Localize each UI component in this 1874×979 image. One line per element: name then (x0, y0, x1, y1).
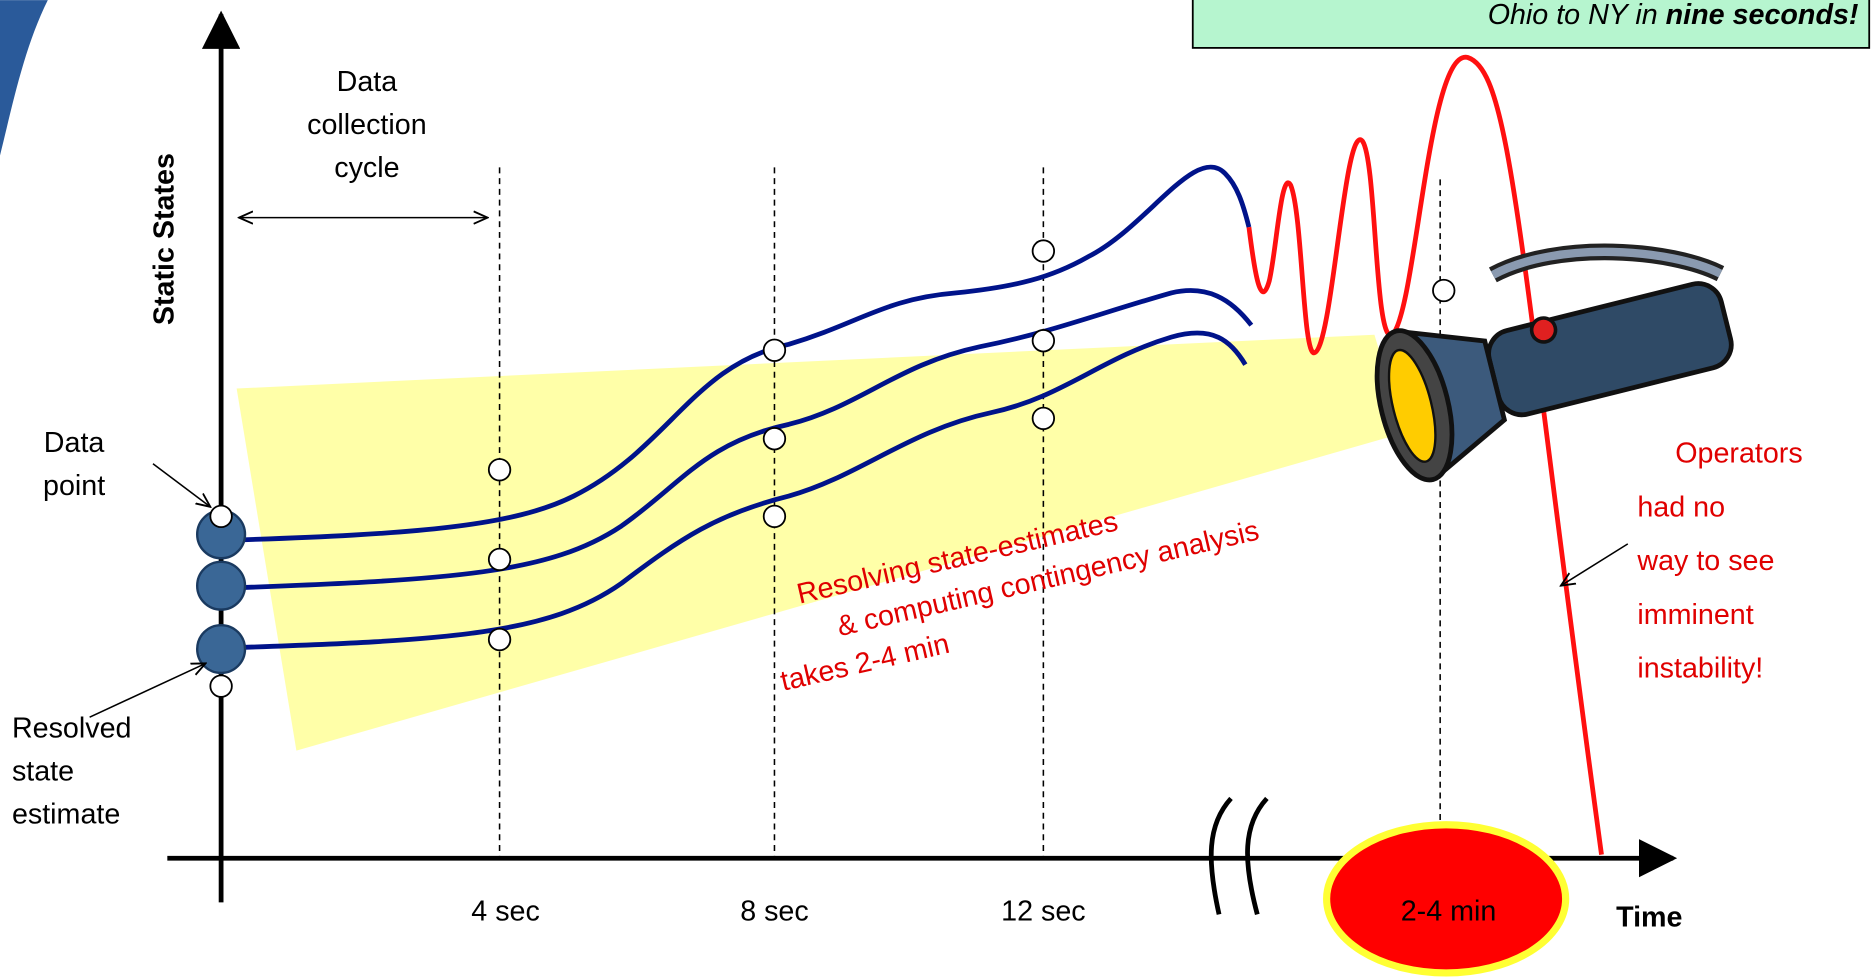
tick-label: 4 sec (471, 895, 540, 927)
flashlight (1374, 243, 1734, 483)
light-beam (236, 334, 1405, 751)
operators-label: instability! (1637, 653, 1763, 685)
sample-point (1031, 239, 1056, 263)
callout-emphasis: nine seconds! (1666, 0, 1859, 31)
sample-point (209, 674, 233, 698)
resolved-label: Resolved (12, 712, 132, 744)
callout-box (1191, 0, 1871, 49)
tick-label: 12 sec (1001, 895, 1085, 927)
sample-point (209, 504, 233, 529)
operators-label: way to see (1636, 545, 1774, 577)
sample-point (762, 427, 787, 451)
resolved-label: state (12, 756, 74, 788)
button (1529, 316, 1558, 344)
lens (1387, 348, 1437, 463)
time-highlight (1323, 821, 1570, 977)
sample-point (1432, 278, 1456, 303)
corner-swoosh (0, 0, 48, 156)
data-point-dot (196, 560, 247, 611)
tick-label: 8 sec (740, 895, 809, 927)
state-curve (227, 164, 1252, 543)
cycle-label: cycle (334, 152, 399, 184)
callout-text: Ohio to NY in (1488, 0, 1658, 31)
tick-label: 2-4 min (1401, 895, 1497, 927)
operators-label: imminent (1637, 599, 1753, 631)
cycle-label: collection (307, 109, 427, 141)
processing-label: takes 2-4 min (778, 628, 953, 698)
strap (1490, 247, 1723, 279)
state-markers (196, 239, 1456, 698)
sample-point (762, 338, 787, 362)
pointer-arrow (89, 663, 206, 718)
data-point-label: Data (44, 427, 105, 459)
callout-text: Ohio to NY in nine seconds! (1488, 0, 1859, 31)
flashlight-body (1486, 281, 1734, 418)
pointer-arrow (1561, 543, 1629, 586)
state-curve (227, 330, 1248, 651)
x-axis-label: Time (1616, 901, 1682, 933)
instability-curve (1246, 55, 1604, 855)
pointer-arrow (152, 463, 210, 507)
axis-break (1208, 796, 1269, 915)
sample-point (1031, 329, 1056, 353)
sample-point (762, 504, 787, 529)
state-curve (226, 288, 1254, 591)
data-point-dot (196, 623, 247, 675)
resolved-label: estimate (12, 799, 120, 831)
operators-label: Operators (1675, 438, 1802, 470)
operators-label: had no (1637, 491, 1725, 523)
data-point-label: point (43, 470, 105, 502)
sample-point (487, 627, 512, 652)
sample-point (487, 547, 512, 572)
sample-point (487, 458, 512, 482)
y-axis-label: Static States (148, 153, 180, 325)
cycle-label: Data (337, 66, 398, 98)
sample-point (1031, 406, 1056, 431)
